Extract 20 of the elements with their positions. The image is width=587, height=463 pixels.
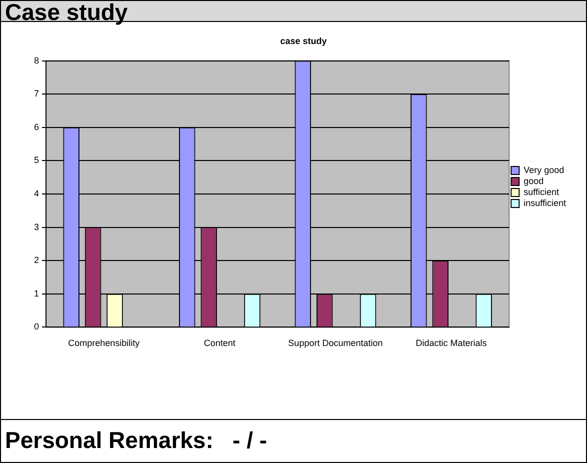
y-tick-label: 4 bbox=[34, 188, 40, 198]
x-tick-label: Didactic Materials bbox=[416, 338, 488, 348]
y-tick-label: 5 bbox=[34, 155, 40, 166]
y-tick-label: 2 bbox=[34, 255, 40, 266]
legend-label: good bbox=[524, 176, 544, 186]
text: Case study bbox=[1, 0, 586, 25]
y-tick-label: 0 bbox=[34, 322, 40, 332]
legend-label: insufficient bbox=[524, 198, 566, 208]
y-tick-label: 3 bbox=[34, 222, 40, 232]
chart-title: case study bbox=[280, 36, 327, 46]
x-tick-label: Comprehensibility bbox=[68, 338, 140, 348]
legend-label: Very good bbox=[524, 164, 564, 175]
y-tick-label: 1 bbox=[34, 288, 40, 298]
x-tick-label: Content bbox=[204, 338, 236, 348]
y-tick-label: 8 bbox=[34, 55, 40, 66]
text: Personal Remarks: - / - bbox=[1, 419, 586, 462]
y-tick-label: 7 bbox=[34, 88, 40, 99]
y-tick-label: 6 bbox=[34, 122, 40, 132]
x-tick-label: Support Documentation bbox=[288, 338, 383, 348]
legend-label: sufficient bbox=[524, 186, 560, 197]
